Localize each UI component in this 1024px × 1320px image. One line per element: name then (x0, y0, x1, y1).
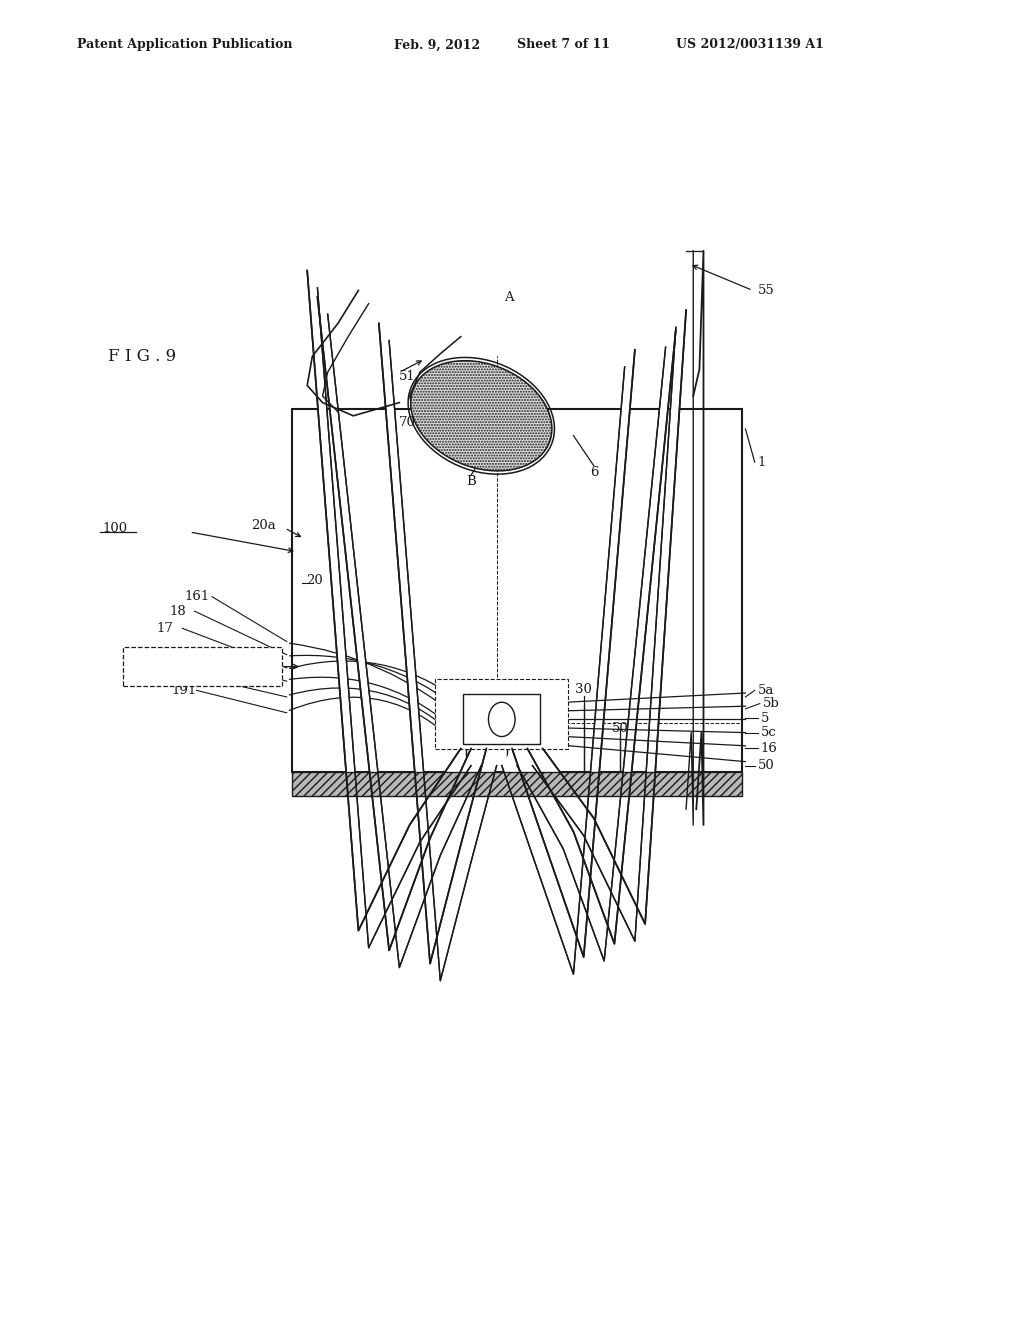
Text: 15: 15 (497, 696, 513, 709)
Bar (463, 694, 541, 744)
Polygon shape (502, 350, 635, 974)
Text: 16: 16 (761, 742, 777, 755)
Text: Patent Application Publication: Patent Application Publication (77, 38, 292, 51)
Text: A: A (504, 290, 514, 304)
Text: 70: 70 (399, 416, 416, 429)
Text: Feb. 9, 2012: Feb. 9, 2012 (394, 38, 480, 51)
Text: 51: 51 (399, 370, 416, 383)
Text: 30: 30 (575, 682, 592, 696)
Text: 5a: 5a (758, 684, 774, 697)
Bar (123, 647, 282, 686)
Text: 50: 50 (758, 759, 774, 772)
Text: 55: 55 (758, 284, 774, 297)
Text: US 2012/0031139 A1: US 2012/0031139 A1 (676, 38, 823, 51)
Text: 5b: 5b (763, 697, 779, 710)
Polygon shape (307, 271, 471, 948)
Text: 20a: 20a (251, 519, 275, 532)
Text: 191: 191 (171, 684, 197, 697)
Text: 17: 17 (157, 622, 173, 635)
Text: 5: 5 (761, 711, 769, 725)
Text: 161: 161 (184, 590, 210, 603)
Polygon shape (517, 330, 676, 961)
Text: F I G . 9: F I G . 9 (108, 348, 176, 364)
Polygon shape (317, 297, 481, 968)
Text: 50a: 50a (612, 722, 637, 735)
Text: 100: 100 (102, 521, 128, 535)
Text: 18: 18 (169, 605, 185, 618)
Text: 20: 20 (306, 574, 323, 587)
Text: B: B (466, 475, 476, 488)
Text: 10: 10 (456, 702, 472, 715)
Ellipse shape (411, 360, 552, 471)
Bar (292, 772, 742, 796)
Text: 201: 201 (143, 651, 169, 664)
Text: Sheet 7 of 11: Sheet 7 of 11 (517, 38, 610, 51)
Bar (435, 678, 568, 750)
Text: 181: 181 (159, 667, 184, 680)
Polygon shape (532, 310, 686, 941)
Text: 5c: 5c (761, 726, 776, 739)
Text: 6: 6 (590, 466, 598, 479)
Text: 1: 1 (758, 455, 766, 469)
Text: SIGNAL
PROCESSING
DEVICE: SIGNAL PROCESSING DEVICE (170, 652, 234, 681)
Text: 2: 2 (539, 702, 547, 715)
Polygon shape (379, 323, 497, 981)
